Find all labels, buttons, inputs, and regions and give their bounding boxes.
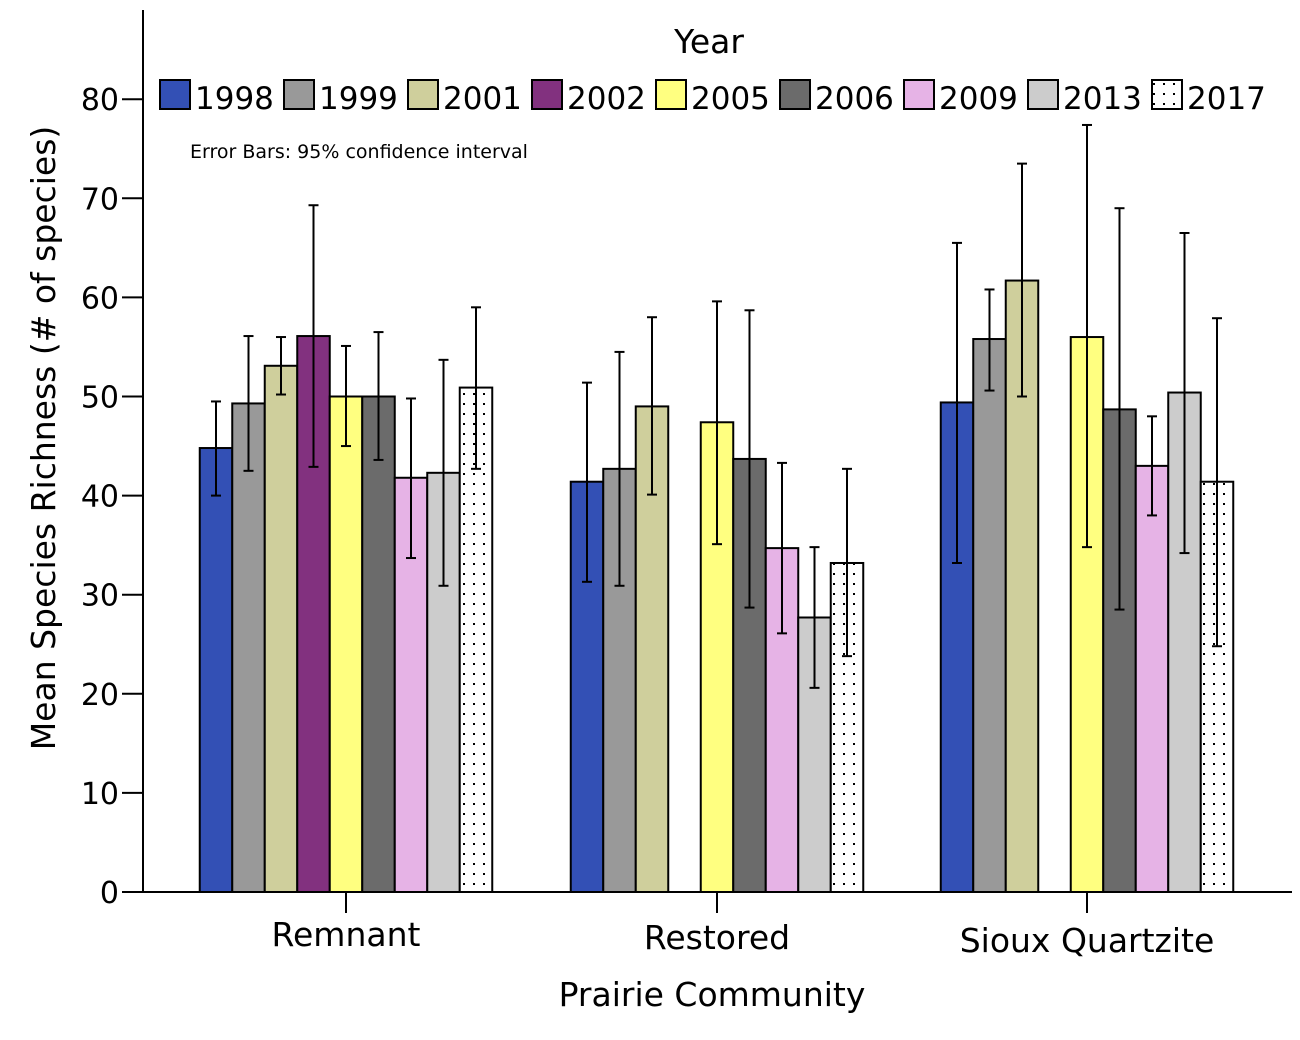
error-bar: [471, 306, 481, 470]
error-bar: [243, 335, 254, 472]
y-tick-label: 60: [81, 281, 119, 316]
legend-item-2002: 2002: [531, 79, 646, 117]
y-tick-label: 70: [81, 182, 119, 217]
bar-2009-sioux-quartzite: [1134, 464, 1170, 893]
legend-label: 2009: [939, 81, 1018, 117]
error-bar: [406, 397, 416, 560]
error-bars: [211, 123, 1222, 689]
legend-item-1998: 1998: [159, 79, 274, 117]
y-tick-label: 30: [81, 579, 119, 614]
error-bar: [777, 461, 787, 635]
legend-label: 1999: [319, 81, 398, 117]
error-bar: [712, 300, 722, 546]
error-bar: [1082, 123, 1092, 549]
error-bar: [373, 331, 384, 461]
error-bar: [211, 400, 221, 497]
bar-2006-remnant: [361, 395, 396, 893]
legend-swatch: [1027, 79, 1059, 110]
bar-1999-remnant: [231, 402, 266, 893]
error-bar: [438, 358, 449, 587]
legend-swatch: [903, 79, 935, 110]
bar-1998-remnant: [198, 447, 234, 893]
legend-item-1999: 1999: [283, 79, 398, 117]
error-bar: [1147, 415, 1157, 517]
y-tick-label: 10: [81, 777, 119, 812]
legend-label: 2002: [567, 81, 646, 117]
bar-2009-restored: [764, 547, 800, 893]
x-axis-categories: Remnant Restored Sioux Quartzite: [272, 892, 1215, 960]
error-bar: [308, 204, 319, 468]
legend-swatch: [283, 79, 315, 110]
y-tick-label: 50: [81, 381, 119, 416]
x-category-label: Sioux Quartzite: [960, 921, 1215, 960]
error-bar: [341, 344, 351, 448]
legend: 1998 1999 2001 2002 2005 2006 2009 2013 2017: [159, 79, 1266, 117]
legend-item-2005: 2005: [655, 79, 770, 117]
error-bar: [1017, 162, 1027, 398]
legend-swatch: [159, 79, 191, 110]
legend-title: Year: [673, 22, 744, 61]
error-bar: [809, 546, 820, 689]
error-bar: [647, 316, 657, 496]
legend-swatch: [407, 79, 439, 110]
bar-2005-remnant: [328, 395, 364, 893]
error-bar: [1179, 231, 1190, 555]
error-bar: [1212, 317, 1222, 648]
legend-item-2017: 2017: [1151, 79, 1266, 117]
error-bar: [614, 350, 625, 587]
legend-swatch: [531, 79, 563, 110]
bar-2001-remnant: [263, 364, 299, 893]
y-axis-title: Mean Species Richness (# of species): [24, 126, 63, 751]
y-axis-ticks: 0 10 20 30 40 50 60 70 80: [81, 83, 143, 911]
error-bar: [744, 309, 755, 609]
legend-label: 2017: [1187, 81, 1266, 117]
legend-label: 1998: [195, 81, 274, 117]
y-tick-label: 0: [100, 876, 119, 911]
legend-label: 2006: [815, 81, 894, 117]
y-tick-label: 80: [81, 83, 119, 118]
x-category-label: Restored: [644, 918, 790, 957]
bar-2017-remnant: [458, 386, 494, 893]
legend-item-2006: 2006: [779, 79, 894, 117]
y-tick-label: 40: [81, 480, 119, 515]
legend-item-2001: 2001: [407, 79, 522, 117]
x-axis-title: Prairie Community: [559, 975, 866, 1014]
legend-item-2013: 2013: [1027, 79, 1142, 117]
error-bar: [1114, 207, 1125, 611]
error-bar: [582, 381, 592, 583]
legend-item-2009: 2009: [903, 79, 1018, 117]
y-tick-label: 20: [81, 678, 119, 713]
legend-label: 2005: [691, 81, 770, 117]
legend-swatch: [655, 79, 687, 110]
error-bar: [276, 336, 286, 396]
bar-1999-sioux-quartzite: [972, 338, 1007, 894]
error-bar: [842, 467, 852, 658]
legend-swatch: [1151, 79, 1183, 110]
x-category-label: Remnant: [272, 915, 421, 954]
legend-label: 2001: [443, 81, 522, 117]
error-bar: [952, 241, 962, 564]
legend-swatch: [779, 79, 811, 110]
error-bars-note: Error Bars: 95% confidence interval: [190, 141, 528, 163]
legend-label: 2013: [1063, 81, 1142, 117]
error-bar: [984, 288, 995, 392]
